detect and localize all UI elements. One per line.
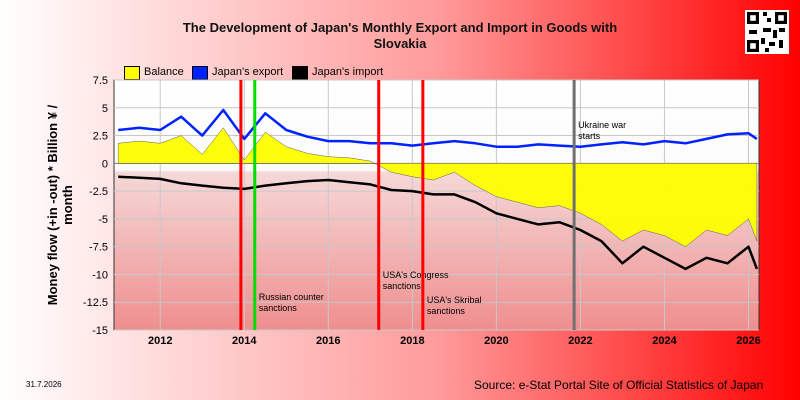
y-tick-label: -2.5: [89, 186, 108, 198]
legend-label: Japan's export: [212, 66, 284, 78]
y-tick-label: -10: [92, 269, 108, 281]
legend-label: Japan's import: [312, 66, 384, 78]
x-tick-label: 2024: [652, 335, 677, 347]
y-tick-label: 2.5: [93, 131, 108, 143]
x-tick-label: 2022: [568, 335, 592, 347]
chart-title-line1: The Development of Japan's Monthly Expor…: [182, 20, 618, 35]
series-import-line: [118, 175, 759, 271]
chart-title-line2: Slovakia: [373, 36, 427, 51]
y-tick-label: 7.5: [93, 75, 108, 87]
date-stamp: 31.7.2026: [26, 380, 62, 389]
x-tick-label: 2018: [400, 335, 424, 347]
x-tick-label: 2020: [484, 335, 508, 347]
x-tick-label: 2026: [736, 335, 760, 347]
qr-code-icon: [745, 10, 789, 54]
series-balance-area: [117, 127, 758, 247]
y-tick-label: -12.5: [83, 297, 108, 309]
series-export-line: [118, 108, 758, 148]
y-tick-label: -7.5: [89, 242, 108, 254]
x-tick-label: 2014: [232, 335, 257, 347]
y-tick-label: -15: [92, 325, 108, 337]
y-tick-label: 5: [102, 103, 108, 115]
event-marker-label: USA's Skribal sanctions: [427, 295, 482, 316]
event-marker-label: Russian counter sanctions: [259, 292, 324, 313]
y-tick-label: -5: [98, 214, 108, 226]
chart-title: The Development of Japan's Monthly Expor…: [150, 20, 650, 52]
y-axis-label: Money flow (+in -out) * Billion ¥ / mont…: [45, 104, 75, 306]
x-tick-label: 2016: [316, 335, 340, 347]
legend-label: Balance: [144, 66, 184, 78]
y-tick-label: 0: [102, 158, 108, 170]
source-note: Source: e-Stat Portal Site of Official S…: [474, 378, 764, 392]
event-marker-label: USA's Congress sanctions: [383, 270, 449, 291]
x-tick-label: 2012: [148, 335, 172, 347]
event-marker-label: Ukraine war starts: [578, 120, 626, 141]
